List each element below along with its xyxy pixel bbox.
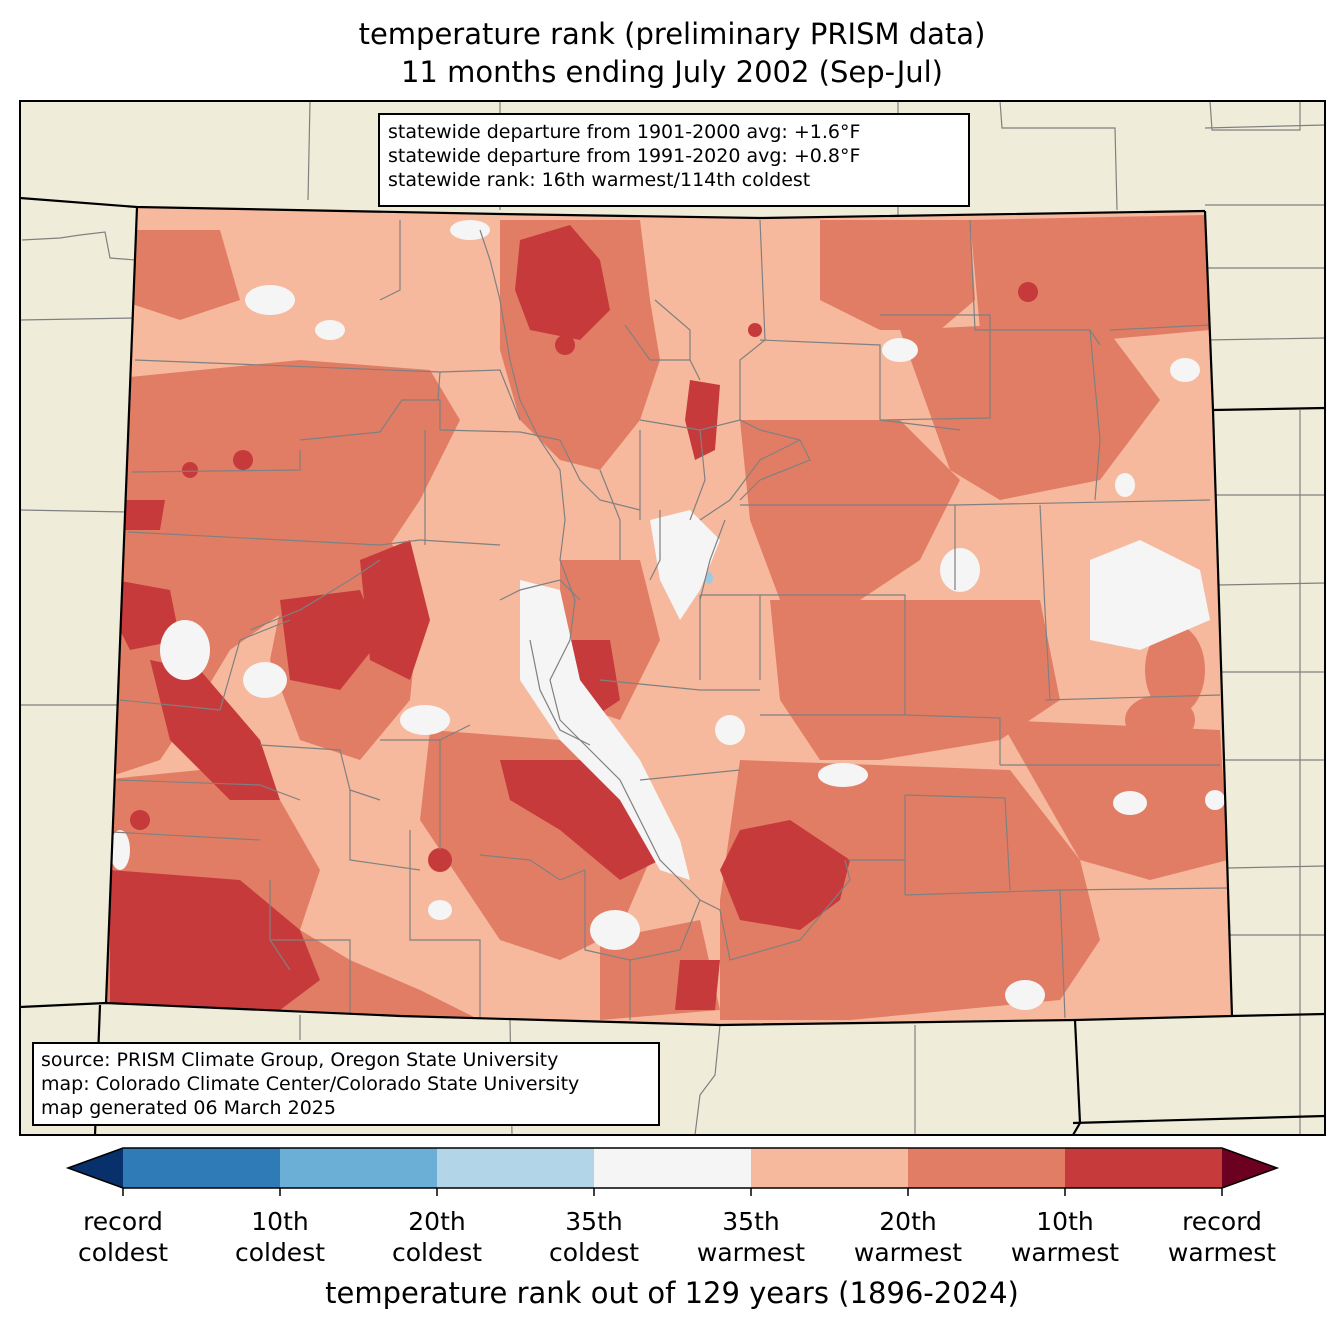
colorbar-extend-cold xyxy=(68,1148,123,1188)
lake xyxy=(705,572,713,584)
colorbar-bin-6 xyxy=(908,1148,1065,1188)
state-borders xyxy=(20,196,1325,1135)
map-title-line2: 11 months ending July 2002 (Sep-Jul) xyxy=(400,55,943,89)
stats-departure-1901-2000: statewide departure from 1901-2000 avg: … xyxy=(388,121,861,143)
colorbar-bin-3 xyxy=(437,1148,594,1188)
colorbar-bin-4 xyxy=(594,1148,751,1188)
colorbar-ticks xyxy=(122,1188,1223,1196)
source-generated-date: map generated 06 March 2025 xyxy=(41,1097,336,1119)
map-frame xyxy=(19,100,1326,1136)
colorbar xyxy=(65,1147,1280,1196)
colorbar-tick-label: 35th coldest xyxy=(548,1207,640,1267)
temperature-rank-field xyxy=(106,207,1232,1025)
colorbar-tick-label: 35th warmest xyxy=(696,1207,806,1267)
colorbar-tick-label: record warmest xyxy=(1167,1207,1277,1267)
colorbar-tick-label: 10th warmest xyxy=(1010,1207,1120,1267)
colorbar-tick-label: 10th coldest xyxy=(234,1207,326,1267)
colorbar-bin-2 xyxy=(280,1148,437,1188)
rank-10th-to-record-warmest-areas xyxy=(110,225,1038,1010)
statewide-stats-box: statewide departure from 1901-2000 avg: … xyxy=(378,113,970,207)
source-box: source: PRISM Climate Group, Oregon Stat… xyxy=(32,1042,660,1126)
river-lines xyxy=(249,229,801,901)
colorbar-bin-7 xyxy=(1065,1148,1222,1188)
colorbar-extend-warm xyxy=(1222,1148,1277,1188)
colorbar-tick-label: record coldest xyxy=(77,1207,169,1267)
map-title-line1: temperature rank (preliminary PRISM data… xyxy=(358,17,986,51)
colorbar-tick-label: 20th coldest xyxy=(391,1207,483,1267)
stats-statewide-rank: statewide rank: 16th warmest/114th colde… xyxy=(388,169,811,191)
colorbar-axis-label: temperature rank out of 129 years (1896-… xyxy=(325,1276,1019,1310)
colorbar-bin-1 xyxy=(123,1148,280,1188)
colorbar-bin-5 xyxy=(751,1148,908,1188)
source-prism: source: PRISM Climate Group, Oregon Stat… xyxy=(41,1049,559,1071)
source-map-credit: map: Colorado Climate Center/Colorado St… xyxy=(41,1073,580,1095)
colorbar-tick-label: 20th warmest xyxy=(853,1207,963,1267)
stats-departure-1991-2020: statewide departure from 1991-2020 avg: … xyxy=(388,145,861,167)
